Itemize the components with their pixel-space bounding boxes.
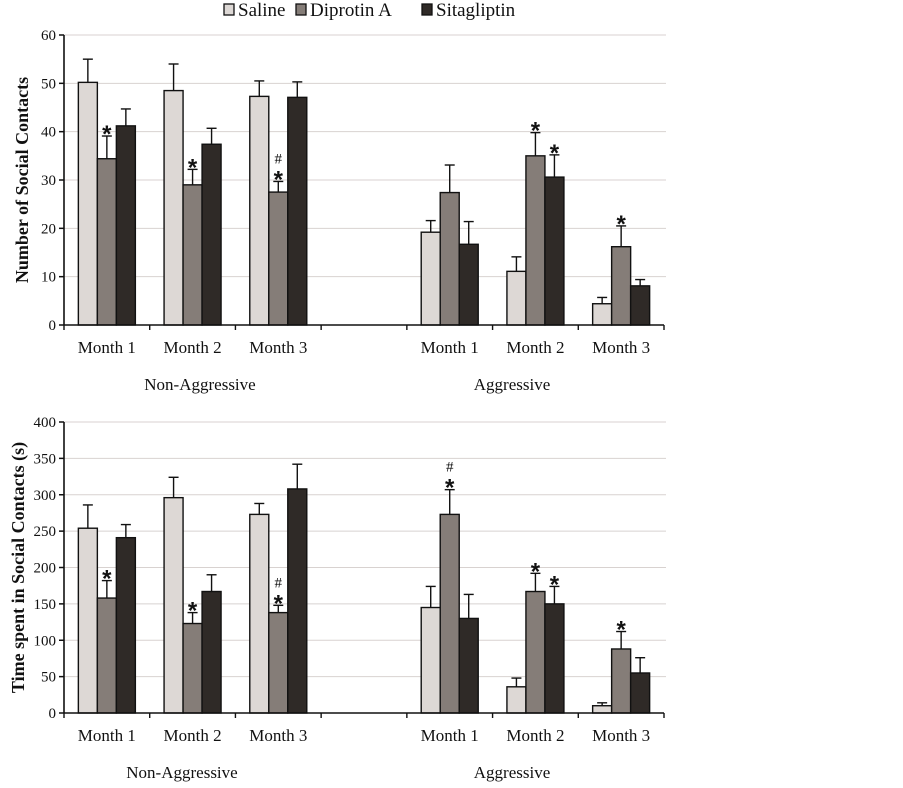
- y-tick-label: 400: [34, 415, 57, 431]
- y-tick-label: 30: [41, 173, 56, 189]
- significance-star: *: [531, 558, 541, 585]
- y-tick-label: 100: [34, 633, 57, 649]
- bar-saline: [249, 513, 270, 714]
- x-category-label: Month 2: [506, 726, 564, 745]
- y-tick-label: 60: [41, 28, 56, 44]
- x-category-label: Month 2: [164, 726, 222, 745]
- bar-saline: [420, 231, 441, 326]
- legend-swatch-saline: [223, 3, 235, 16]
- chart-social-contacts-count: 0 10 20 30 40 50 60 Number of Social Contacts Mo…: [12, 28, 666, 394]
- significance-star: *: [531, 118, 541, 145]
- bar-sitagliptin: [544, 603, 565, 714]
- bar-sitagliptin: [115, 536, 137, 714]
- bar-sitagliptin: [287, 96, 308, 326]
- significance-star: *: [188, 154, 198, 181]
- bar-saline: [249, 95, 270, 326]
- y-tick-label: 250: [34, 524, 57, 540]
- x-category-label: Month 2: [164, 338, 222, 357]
- bar-diprotin-a: [525, 590, 546, 714]
- legend-swatch-diprotin-a: [295, 3, 307, 16]
- y-tick-label: 0: [49, 318, 57, 334]
- bar-saline: [77, 81, 99, 326]
- y-tick-label: 0: [49, 706, 57, 722]
- significance-star: *: [274, 590, 284, 617]
- x-category-label: Month 3: [249, 726, 307, 745]
- bar-diprotin-a: [268, 191, 289, 326]
- bar-diprotin-a: [182, 184, 203, 326]
- x-category-label: Month 3: [249, 338, 307, 357]
- bar-saline: [163, 496, 184, 714]
- group-label-aggressive: Aggressive: [474, 375, 550, 394]
- significance-star: *: [616, 617, 626, 644]
- y-tick-label: 20: [41, 221, 56, 237]
- bar-diprotin-a: [96, 597, 118, 714]
- group-label-non-aggressive: Non-Aggressive: [144, 375, 255, 394]
- legend-label-diprotin-a: Diprotin A: [310, 0, 392, 21]
- bar-sitagliptin: [629, 285, 651, 326]
- bar-diprotin-a: [439, 191, 460, 326]
- significance-star: *: [550, 571, 560, 598]
- significance-star: *: [188, 598, 198, 625]
- significance-hash: #: [446, 460, 454, 476]
- significance-star: *: [102, 566, 112, 593]
- bar-diprotin-a: [610, 245, 632, 326]
- significance-star: *: [274, 166, 284, 193]
- y-tick-label: 350: [34, 451, 57, 467]
- legend-label-saline: Saline: [238, 0, 286, 21]
- legend: Saline Diprotin A Sitagliptin: [223, 0, 516, 21]
- bar-sitagliptin: [629, 672, 651, 714]
- bar-saline: [506, 686, 527, 714]
- bar-sitagliptin: [115, 125, 137, 326]
- group-label-aggressive: Aggressive: [474, 763, 550, 782]
- y-tick-label: 300: [34, 488, 57, 504]
- y-tick-label: 50: [41, 76, 56, 92]
- x-category-label: Month 3: [592, 338, 650, 357]
- bar-diprotin-a: [268, 611, 289, 714]
- y-tick-label: 50: [41, 670, 56, 686]
- y-tick-label: 10: [41, 270, 56, 286]
- bar-sitagliptin: [544, 176, 565, 326]
- bar-saline: [163, 89, 184, 326]
- significance-hash: #: [275, 575, 283, 591]
- legend-swatch-sitagliptin: [421, 3, 433, 16]
- x-category-label: Month 1: [421, 726, 479, 745]
- bar-diprotin-a: [439, 513, 460, 714]
- significance-star: *: [445, 475, 455, 502]
- bar-sitagliptin: [458, 243, 479, 326]
- bar-saline: [591, 303, 613, 326]
- bar-saline: [506, 270, 527, 326]
- significance-star: *: [102, 121, 112, 148]
- x-category-label: Month 1: [78, 338, 136, 357]
- y-tick-label: 40: [41, 125, 56, 141]
- x-category-label: Month 3: [592, 726, 650, 745]
- bar-sitagliptin: [287, 488, 308, 714]
- x-category-label: Month 2: [506, 338, 564, 357]
- x-category-label: Month 1: [421, 338, 479, 357]
- significance-star: *: [550, 140, 560, 167]
- bar-sitagliptin: [201, 143, 222, 326]
- y-axis-label: Number of Social Contacts: [12, 77, 32, 283]
- bar-diprotin-a: [182, 622, 203, 714]
- significance-hash: #: [275, 151, 283, 167]
- bar-saline: [77, 527, 99, 714]
- bar-sitagliptin: [458, 617, 479, 714]
- bar-diprotin-a: [610, 648, 632, 714]
- y-axis-label: Time spent in Social Contacts (s): [8, 442, 29, 693]
- legend-label-sitagliptin: Sitagliptin: [436, 0, 516, 21]
- y-tick-label: 200: [34, 561, 57, 577]
- bar-saline: [591, 705, 613, 714]
- chart-social-contacts-time: 0 50 100 150 200 250 300 350 400 Time spent in So…: [8, 415, 666, 782]
- significance-star: *: [616, 211, 626, 238]
- y-tick-label: 150: [34, 597, 57, 613]
- bar-sitagliptin: [201, 590, 222, 714]
- bar-saline: [420, 606, 441, 714]
- x-category-label: Month 1: [78, 726, 136, 745]
- bar-diprotin-a: [96, 158, 118, 326]
- group-label-non-aggressive: Non-Aggressive: [126, 763, 237, 782]
- bar-diprotin-a: [525, 155, 546, 326]
